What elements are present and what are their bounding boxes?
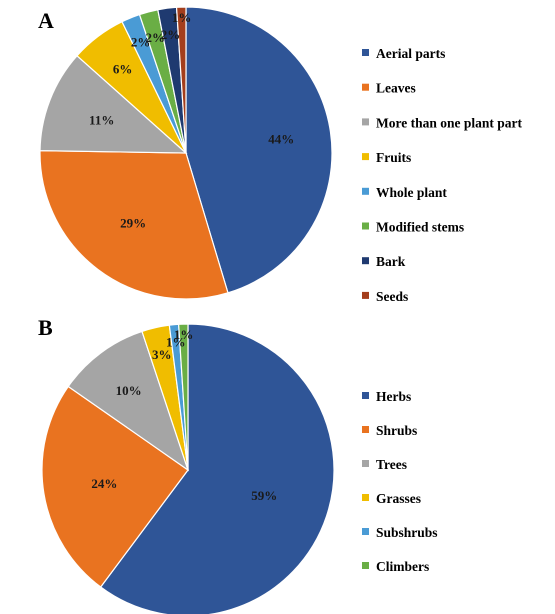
legend-swatch-seeds bbox=[362, 291, 369, 299]
legend-a: Aerial parts Leaves More than one plant pa… bbox=[362, 46, 523, 304]
legend-b: Herbs Shrubs Trees Grasses Subshrubs Climbers bbox=[362, 389, 438, 574]
legend-label-fruits: Fruits bbox=[376, 150, 411, 165]
legend-label-herbs: Herbs bbox=[376, 389, 411, 404]
pie-chart-a: A 44%29%11%6%2%2%2%1% Aerial partsLeaves… bbox=[38, 6, 523, 304]
legend-swatch-modified-stems bbox=[362, 222, 369, 230]
legend-swatch-aerial-parts bbox=[362, 49, 369, 56]
legend-swatch-leaves bbox=[362, 83, 369, 91]
panel-letter-b: B bbox=[38, 315, 53, 340]
data-label-whole-plant: 2% bbox=[131, 35, 151, 50]
legend-label-whole-plant: Whole plant bbox=[376, 185, 447, 200]
pie-a-labels: 44%29%11%6%2%2%2%1% bbox=[89, 10, 294, 231]
pie-slice-aerial-parts bbox=[185, 6, 333, 294]
legend-swatch-subshrubs bbox=[362, 528, 369, 535]
legend-label-leaves: Leaves bbox=[376, 81, 416, 96]
data-label-shrubs: 24% bbox=[91, 476, 117, 491]
data-label-seeds: 1% bbox=[172, 10, 192, 25]
legend-label-shrubs: Shrubs bbox=[376, 423, 417, 438]
pie-slice-seeds bbox=[175, 6, 187, 154]
pie-slice-climbers bbox=[178, 323, 189, 471]
legend-swatch-grasses bbox=[362, 494, 369, 501]
legend-label-climbers: Climbers bbox=[376, 559, 429, 574]
legend-label-trees: Trees bbox=[376, 457, 407, 472]
data-label-modified-stems: 2% bbox=[146, 30, 166, 45]
legend-swatch-herbs bbox=[362, 392, 369, 399]
legend-swatch-more-than-one-plant-part bbox=[362, 118, 369, 126]
legend-label-grasses: Grasses bbox=[376, 491, 421, 506]
pie-a-slices bbox=[39, 6, 333, 300]
legend-swatch-shrubs bbox=[362, 426, 369, 433]
pie-slice-herbs bbox=[99, 323, 335, 614]
data-label-climbers: 1% bbox=[174, 327, 194, 342]
pie-slice-more-than-one-plant-part bbox=[39, 54, 188, 154]
legend-swatch-climbers bbox=[362, 562, 369, 569]
data-label-bark: 2% bbox=[161, 27, 181, 42]
data-label-herbs: 59% bbox=[251, 488, 277, 503]
legend-label-seeds: Seeds bbox=[376, 289, 408, 304]
pie-slice-shrubs bbox=[41, 385, 189, 588]
data-label-trees: 10% bbox=[116, 383, 142, 398]
legend-label-subshrubs: Subshrubs bbox=[376, 525, 438, 540]
legend-label-aerial-parts: Aerial parts bbox=[376, 46, 445, 61]
data-label-fruits: 6% bbox=[113, 62, 133, 77]
data-label-subshrubs: 1% bbox=[166, 335, 186, 350]
data-label-aerial-parts: 44% bbox=[268, 132, 294, 147]
data-label-leaves: 29% bbox=[120, 215, 146, 230]
pie-b-labels: 59% 24% 10% 3%1%1% bbox=[91, 327, 277, 503]
pie-chart-b: B 59% 24% 10% 3%1%1% Herbs Shrubs Trees Grasse… bbox=[38, 315, 438, 614]
legend-label-bark: Bark bbox=[376, 254, 406, 269]
pie-slice-trees bbox=[67, 330, 190, 472]
data-label-grasses: 3% bbox=[152, 347, 172, 362]
pie-b-slices bbox=[41, 323, 335, 614]
pie-slice-leaves bbox=[39, 150, 229, 300]
legend-swatch-fruits bbox=[362, 153, 369, 161]
panel-letter-a: A bbox=[38, 8, 54, 33]
legend-swatch-whole-plant bbox=[362, 187, 369, 195]
data-label-more-than-one-plant-part: 11% bbox=[89, 113, 114, 128]
legend-swatch-bark bbox=[362, 257, 369, 265]
legend-swatch-trees bbox=[362, 460, 369, 467]
legend-label-more-than-one-plant-part: More than one plant part bbox=[376, 115, 523, 130]
legend-label-modified-stems: Modified stems bbox=[376, 220, 464, 235]
